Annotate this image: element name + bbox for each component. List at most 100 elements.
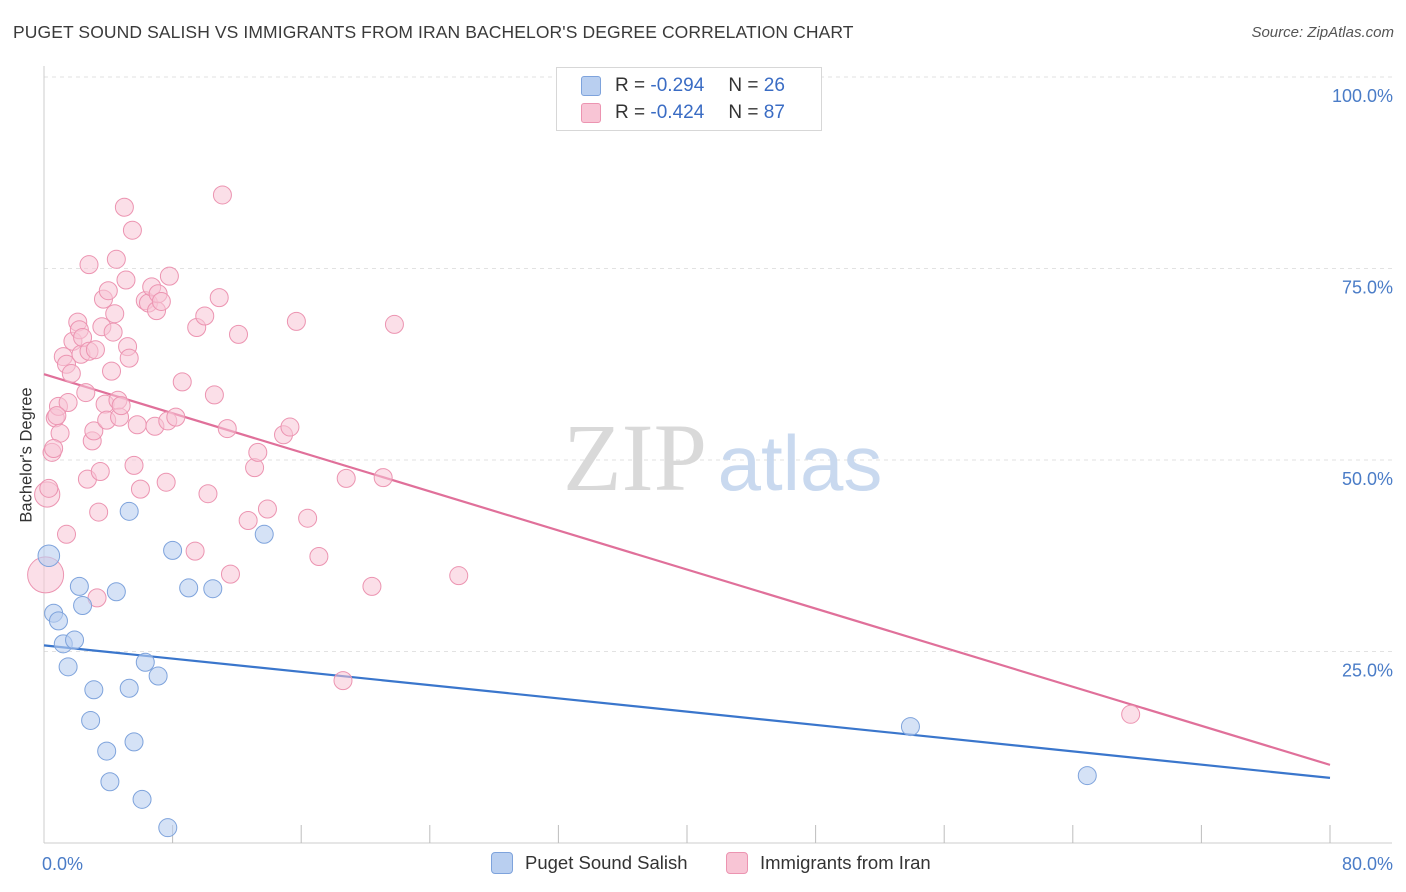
- data-point-iran: [248, 442, 268, 462]
- data-point-salish: [163, 540, 183, 560]
- legend-swatch-blue: [581, 76, 601, 96]
- legend-r-value: -0.424: [650, 102, 705, 123]
- data-point-iran: [204, 385, 224, 405]
- y-tick-label: 75.0%: [1342, 278, 1393, 298]
- legend-swatch-blue: [491, 852, 513, 874]
- data-point-salish: [119, 501, 139, 521]
- data-point-iran: [102, 361, 122, 381]
- legend-swatch-pink: [726, 852, 748, 874]
- data-point-iran: [89, 502, 109, 522]
- data-point-iran: [198, 484, 218, 504]
- watermark-zip: ZIP: [563, 404, 707, 511]
- data-point-iran: [47, 406, 67, 426]
- data-point-iran: [103, 322, 123, 342]
- data-point-iran: [116, 270, 136, 290]
- source-label: Source: ZipAtlas.com: [1251, 24, 1394, 41]
- data-point-salish: [132, 789, 152, 809]
- data-point-iran: [336, 468, 356, 488]
- data-point-iran: [127, 415, 147, 435]
- data-point-iran: [333, 671, 353, 691]
- data-point-iran: [238, 511, 258, 531]
- y-tick-label: 25.0%: [1342, 661, 1393, 681]
- data-point-iran: [172, 372, 192, 392]
- data-point-iran: [1121, 704, 1141, 724]
- data-point-salish: [124, 732, 144, 752]
- data-point-iran: [111, 396, 131, 416]
- legend-label-salish: Puget Sound Salish: [525, 852, 688, 873]
- data-point-salish: [65, 630, 85, 650]
- series-legend: Puget Sound Salish Immigrants from Iran: [0, 852, 1406, 878]
- data-point-iran: [58, 393, 78, 413]
- legend-item-iran[interactable]: Immigrants from Iran: [726, 852, 931, 874]
- data-point-iran: [257, 499, 277, 519]
- data-point-salish: [81, 710, 101, 730]
- watermark-atlas: atlas: [718, 419, 883, 507]
- data-point-iran: [57, 524, 77, 544]
- data-point-iran: [156, 472, 176, 492]
- trend-line-iran: [43, 373, 1331, 766]
- data-point-salish: [37, 544, 61, 568]
- data-point-iran: [280, 417, 300, 437]
- trend-lines: [43, 373, 1331, 779]
- data-point-salish: [84, 680, 104, 700]
- legend-row-iran: R = -0.424 N = 87: [581, 101, 785, 125]
- data-point-iran: [298, 508, 318, 528]
- data-point-iran: [61, 363, 81, 383]
- data-point-iran: [79, 255, 99, 275]
- data-point-salish: [900, 717, 920, 737]
- data-point-salish: [158, 818, 178, 838]
- y-tick-label: 100.0%: [1332, 86, 1393, 106]
- data-point-salish: [179, 578, 199, 598]
- legend-r-value: -0.294: [650, 75, 705, 96]
- data-point-iran: [130, 479, 150, 499]
- chart-title: PUGET SOUND SALISH VS IMMIGRANTS FROM IR…: [13, 22, 854, 42]
- legend-r-label: R =: [615, 75, 646, 96]
- data-point-iran: [105, 304, 125, 324]
- gridlines: [44, 76, 1392, 652]
- data-point-salish: [100, 772, 120, 792]
- data-point-iran: [362, 576, 382, 596]
- data-point-salish: [1077, 766, 1097, 786]
- data-point-iran: [229, 324, 249, 344]
- data-point-iran: [220, 564, 240, 584]
- series-iran-points: [27, 185, 1141, 724]
- data-point-iran: [39, 478, 59, 498]
- legend-n-label: N =: [728, 75, 759, 96]
- legend-swatch-pink: [581, 103, 601, 123]
- data-point-iran: [98, 281, 118, 301]
- data-point-iran: [195, 306, 215, 326]
- data-point-iran: [449, 566, 469, 586]
- data-point-iran: [124, 455, 144, 475]
- data-point-iran: [185, 541, 205, 561]
- data-point-salish: [254, 524, 274, 544]
- data-point-iran: [114, 197, 134, 217]
- data-point-salish: [73, 596, 93, 616]
- stats-legend: R = -0.294 N = 26 R = -0.424 N = 87: [556, 67, 822, 131]
- trend-line-salish: [43, 644, 1331, 779]
- y-tick-label: 50.0%: [1342, 469, 1393, 489]
- data-point-iran: [84, 421, 104, 441]
- data-point-salish: [106, 582, 126, 602]
- data-point-iran: [90, 461, 110, 481]
- data-point-salish: [119, 678, 139, 698]
- data-point-iran: [209, 288, 229, 308]
- data-point-iran: [122, 220, 142, 240]
- data-point-iran: [166, 407, 186, 427]
- data-point-iran: [212, 185, 232, 205]
- legend-n-value: 26: [763, 75, 785, 96]
- legend-item-salish[interactable]: Puget Sound Salish: [491, 852, 688, 874]
- data-point-iran: [159, 266, 179, 286]
- data-point-salish: [48, 611, 68, 631]
- legend-row-salish: R = -0.294 N = 26: [581, 74, 785, 98]
- legend-r-label: R =: [615, 102, 646, 123]
- data-point-salish: [203, 579, 223, 599]
- data-point-salish: [135, 652, 155, 672]
- data-point-iran: [151, 291, 171, 311]
- data-point-salish: [58, 657, 78, 677]
- data-point-iran: [76, 383, 96, 403]
- data-point-iran: [217, 419, 237, 439]
- data-point-iran: [119, 348, 139, 368]
- data-point-iran: [44, 439, 64, 459]
- legend-n-label: N =: [728, 102, 759, 123]
- data-point-iran: [106, 249, 126, 269]
